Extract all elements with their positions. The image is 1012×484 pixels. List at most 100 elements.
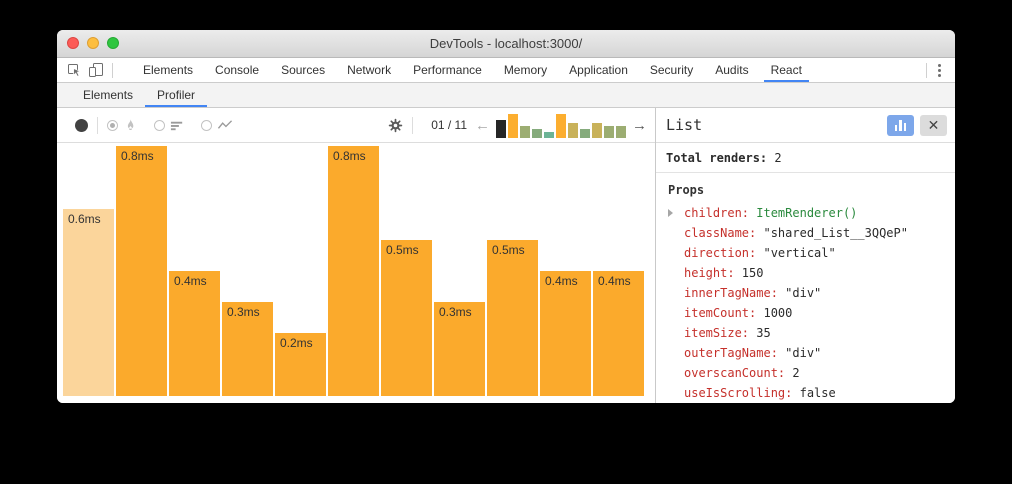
prop-value: "div"	[785, 286, 822, 300]
commit-bar[interactable]: 0.3ms	[222, 302, 273, 396]
commit-bar[interactable]: 0.5ms	[381, 240, 432, 396]
main-tab-sources[interactable]: Sources	[281, 63, 326, 77]
main-tab-console[interactable]: Console	[215, 63, 260, 77]
interactions-mode-option[interactable]	[201, 118, 233, 133]
mini-snapshot-bar[interactable]	[604, 126, 614, 138]
prop-value: false	[799, 386, 836, 400]
total-renders-value: 2	[774, 151, 782, 165]
prop-row-direction: direction: "vertical"	[666, 243, 945, 263]
commit-duration-label: 0.4ms	[174, 274, 207, 288]
prop-key: itemCount:	[684, 306, 764, 320]
commit-bar[interactable]: 0.4ms	[593, 271, 644, 396]
prop-value: ItemRenderer()	[756, 206, 858, 220]
sub-tab-elements[interactable]: Elements	[83, 88, 134, 102]
toolbar-separator	[112, 62, 113, 78]
mini-snapshot-bar-selected[interactable]	[496, 120, 506, 138]
prop-row-innerTagName: innerTagName: "div"	[666, 283, 945, 303]
close-window-button[interactable]	[67, 37, 79, 49]
snapshot-counter: 01 / 11	[431, 118, 467, 132]
zoom-window-button[interactable]	[107, 37, 119, 49]
mini-snapshot-bar[interactable]	[568, 123, 578, 138]
main-tab-react[interactable]: React	[760, 58, 813, 82]
prop-value: 150	[741, 266, 764, 280]
record-button[interactable]	[75, 118, 88, 132]
devtools-window: DevTools - localhost:3000/ Elements Conso…	[57, 30, 955, 403]
radio-icon[interactable]	[154, 119, 165, 131]
total-renders-label: Total renders:	[666, 151, 768, 165]
prop-key: outerTagName:	[684, 346, 786, 360]
commit-bar[interactable]: 0.4ms	[540, 271, 591, 396]
main-tab-performance[interactable]: Performance	[413, 63, 482, 77]
mini-snapshot-bar[interactable]	[580, 129, 590, 138]
main-tab-network[interactable]: Network	[347, 63, 392, 77]
radio-icon[interactable]	[201, 119, 212, 131]
prop-key: className:	[684, 226, 764, 240]
mini-snapshot-bar[interactable]	[556, 114, 566, 138]
commit-duration-label: 0.4ms	[545, 274, 578, 288]
ranked-mode-option[interactable]	[154, 118, 185, 133]
ranked-chart-icon	[170, 121, 183, 130]
mini-snapshot-bar[interactable]	[520, 126, 530, 138]
prop-value: "div"	[785, 346, 822, 360]
previous-snapshot-button[interactable]: ←	[475, 116, 490, 134]
expand-arrow-icon[interactable]	[668, 209, 673, 217]
total-renders-row: Total renders: 2	[656, 143, 955, 173]
close-panel-button[interactable]: ✕	[920, 114, 947, 136]
main-tab-audits[interactable]: Audits	[715, 63, 749, 77]
prop-row-itemCount: itemCount: 1000	[666, 303, 945, 323]
mini-snapshot-bar[interactable]	[532, 129, 542, 138]
main-tab-application[interactable]: Application	[569, 63, 628, 77]
main-tab-list: Elements Console Sources Network Performance…	[132, 58, 813, 82]
commit-duration-label: 0.8ms	[121, 149, 154, 163]
commit-bar-selected[interactable]: 0.6ms	[63, 209, 114, 396]
prop-key: height:	[684, 266, 742, 280]
prop-row-children[interactable]: children: ItemRenderer()	[666, 203, 945, 223]
prop-row-itemSize: itemSize: 35	[666, 323, 945, 343]
more-options-icon[interactable]	[932, 63, 947, 77]
prop-key: overscanCount:	[684, 366, 793, 380]
props-section: Props children: ItemRenderer() className:…	[656, 173, 955, 403]
main-tab-security[interactable]: Security	[649, 63, 694, 77]
flamegraph-mode-option[interactable]	[107, 118, 138, 133]
mini-snapshot-bar[interactable]	[592, 123, 602, 138]
commit-bar[interactable]: 0.4ms	[169, 271, 220, 396]
mini-snapshot-bar[interactable]	[544, 132, 554, 138]
commit-duration-label: 0.3ms	[227, 305, 260, 319]
prop-value: 35	[756, 326, 771, 340]
sub-tab-profiler[interactable]: Profiler	[145, 83, 208, 107]
profiler-toolbar: 01 / 11 ← →	[57, 108, 655, 143]
flame-icon	[127, 118, 134, 130]
device-toolbar-icon[interactable]	[87, 61, 105, 79]
main-tab-elements[interactable]: Elements	[143, 63, 194, 77]
commit-bar[interactable]: 0.3ms	[434, 302, 485, 396]
commit-bar[interactable]: 0.2ms	[275, 333, 326, 396]
commit-bar[interactable]: 0.8ms	[328, 146, 379, 396]
prop-value: 1000	[763, 306, 793, 320]
window-title: DevTools - localhost:3000/	[429, 36, 583, 51]
main-tab-bar: Elements Console Sources Network Performance…	[57, 58, 955, 83]
prop-key: innerTagName:	[684, 286, 786, 300]
prop-row-className: className: "shared_List__3QQeP"	[666, 223, 945, 243]
prop-row-useIsScrolling: useIsScrolling: false	[666, 383, 945, 403]
component-name: List	[666, 116, 703, 134]
commit-duration-label: 0.5ms	[492, 243, 525, 257]
mini-snapshot-bar[interactable]	[508, 114, 518, 138]
inspect-element-icon[interactable]	[65, 61, 83, 79]
snapshot-mini-chart[interactable]	[496, 112, 626, 138]
commit-bar[interactable]: 0.5ms	[487, 240, 538, 396]
settings-gear-icon[interactable]	[388, 118, 403, 133]
commit-bar[interactable]: 0.8ms	[116, 146, 167, 396]
main-tab-memory[interactable]: Memory	[503, 63, 548, 77]
radio-selected-icon[interactable]	[107, 119, 118, 131]
minimize-window-button[interactable]	[87, 37, 99, 49]
prop-key: children:	[684, 206, 757, 220]
toolbar-separator	[412, 116, 414, 134]
next-snapshot-button[interactable]: →	[632, 116, 647, 134]
prop-row-outerTagName: outerTagName: "div"	[666, 343, 945, 363]
component-panel-header: List ✕	[656, 108, 955, 143]
mini-snapshot-bar[interactable]	[616, 126, 626, 138]
commit-duration-label: 0.6ms	[68, 212, 101, 226]
prop-value: 2	[792, 366, 800, 380]
view-chart-button[interactable]	[887, 114, 914, 136]
